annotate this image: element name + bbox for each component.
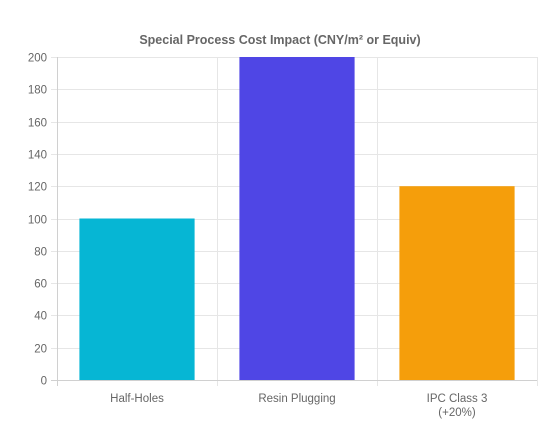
y-tick-label: 20 bbox=[34, 344, 47, 356]
x-tick-label: Resin Plugging bbox=[258, 393, 335, 405]
y-tick-label: 180 bbox=[28, 85, 47, 97]
y-tick-label: 40 bbox=[34, 311, 47, 323]
axes bbox=[51, 57, 537, 386]
y-tick-label: 0 bbox=[41, 376, 47, 388]
bar bbox=[399, 186, 515, 380]
x-tick-label: Half-Holes bbox=[110, 393, 164, 405]
y-tick-label: 140 bbox=[28, 150, 47, 162]
x-tick-label: IPC Class 3 bbox=[427, 393, 488, 405]
y-tick-label: 100 bbox=[28, 215, 47, 227]
y-tick-label: 160 bbox=[28, 118, 47, 130]
bars bbox=[79, 57, 515, 380]
chart-title: Special Process Cost Impact (CNY/m² or E… bbox=[139, 33, 420, 47]
axis-labels: 0 20 40 60 80 100 120 140 160 180 200 Half-Holes Res… bbox=[28, 53, 488, 420]
y-tick-label: 200 bbox=[28, 53, 47, 65]
y-tick-label: 60 bbox=[34, 279, 47, 291]
bar bbox=[79, 218, 195, 380]
y-tick-label: 120 bbox=[28, 182, 47, 194]
x-tick-label: (+20%) bbox=[438, 407, 476, 419]
bar bbox=[239, 57, 355, 380]
y-tick-label: 80 bbox=[34, 247, 47, 259]
